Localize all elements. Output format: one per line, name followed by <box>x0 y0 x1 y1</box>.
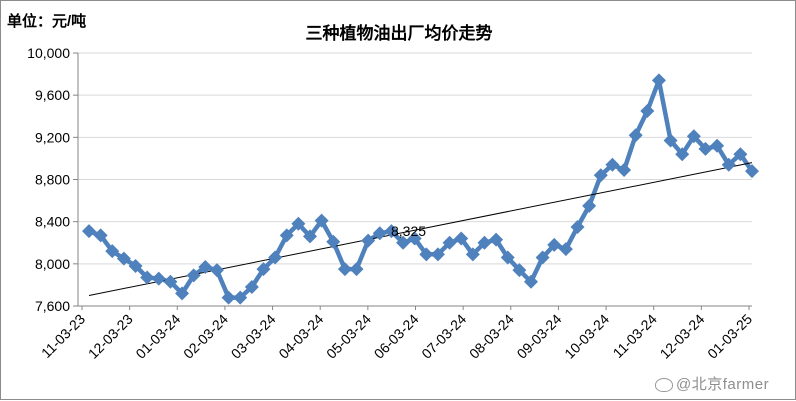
data-point <box>291 216 306 231</box>
data-point <box>593 168 608 183</box>
data-point <box>419 247 434 262</box>
data-point <box>244 280 259 295</box>
y-tick-label: 7,600 <box>35 298 70 314</box>
watermark-text: @北京farmer <box>676 376 770 393</box>
x-tick-label: 12-03-24 <box>657 311 708 362</box>
data-point <box>430 247 445 262</box>
data-point <box>547 237 562 252</box>
data-point <box>675 147 690 162</box>
x-tick-label: 02-03-24 <box>180 311 231 362</box>
x-tick-label: 01-03-25 <box>704 311 755 362</box>
data-point <box>721 157 736 172</box>
data-point <box>279 228 294 243</box>
data-point <box>82 224 96 239</box>
data-point <box>686 129 701 144</box>
data-point <box>617 163 632 178</box>
data-point <box>512 263 527 278</box>
data-point <box>442 235 457 250</box>
x-tick-label: 11-03-24 <box>610 311 660 361</box>
unit-label: 单位：元/吨 <box>7 13 87 30</box>
series-line <box>88 78 754 300</box>
data-point <box>698 141 713 156</box>
data-point <box>93 228 108 243</box>
data-point <box>303 229 317 244</box>
x-tick-label: 03-03-24 <box>228 311 279 362</box>
data-point <box>582 198 597 213</box>
data-point <box>407 231 422 246</box>
data-point <box>128 258 143 273</box>
data-point <box>337 262 352 277</box>
y-tick-label: 9,600 <box>35 87 70 103</box>
data-point <box>209 263 224 278</box>
x-tick-label: 07-03-24 <box>418 311 469 362</box>
x-tick-label: 09-03-24 <box>514 311 565 362</box>
y-tick-label: 8,000 <box>35 256 70 272</box>
data-point <box>314 213 329 228</box>
data-point <box>465 247 480 262</box>
x-tick-label: 01-03-24 <box>132 311 183 362</box>
data-point <box>163 274 178 289</box>
data-point <box>500 250 515 265</box>
weibo-eye-icon <box>655 378 673 393</box>
data-point <box>477 235 492 250</box>
x-tick-label: 10-03-24 <box>561 311 612 362</box>
data-point <box>628 128 643 143</box>
data-point <box>710 138 725 153</box>
y-tick-label: 9,200 <box>35 129 70 145</box>
data-point <box>175 286 190 301</box>
data-point <box>233 290 248 305</box>
data-point <box>372 226 387 241</box>
data-point <box>361 233 376 248</box>
watermark: @北京farmer <box>655 373 769 394</box>
data-point <box>651 73 666 88</box>
data-point <box>454 231 469 246</box>
data-point <box>268 250 283 265</box>
data-point <box>140 270 155 285</box>
x-tick-label: 06-03-24 <box>371 311 422 362</box>
y-tick-label: 10,000 <box>27 45 70 61</box>
data-point <box>151 271 166 286</box>
chart-title: 三种植物油出厂均价走势 <box>305 24 493 43</box>
y-tick-label: 8,800 <box>35 172 70 188</box>
data-point <box>663 133 678 148</box>
x-tick-label: 04-03-24 <box>275 311 326 362</box>
data-point <box>116 251 131 266</box>
data-point <box>733 147 748 162</box>
y-tick-label: 8,400 <box>35 214 70 230</box>
x-tick-label: 05-03-24 <box>323 311 374 362</box>
data-point <box>256 262 271 277</box>
x-tick-label: 12-03-23 <box>85 311 136 362</box>
data-point <box>186 268 201 283</box>
data-point <box>535 250 550 265</box>
x-tick-label: 11-03-23 <box>38 311 88 361</box>
data-point <box>221 290 236 305</box>
trendline-annotation: 8,325 <box>391 223 426 239</box>
x-tick-label: 08-03-24 <box>466 311 517 362</box>
data-point <box>558 242 573 257</box>
data-point <box>745 164 759 179</box>
data-point <box>640 103 655 118</box>
data-point <box>605 157 620 172</box>
data-point <box>396 235 411 250</box>
data-point <box>349 262 364 277</box>
data-point <box>489 232 504 247</box>
data-point <box>105 244 120 259</box>
data-point <box>524 274 538 289</box>
trendline <box>88 162 753 296</box>
data-point <box>326 234 341 249</box>
data-point <box>570 219 585 234</box>
data-point <box>384 224 399 239</box>
data-point <box>198 259 213 274</box>
